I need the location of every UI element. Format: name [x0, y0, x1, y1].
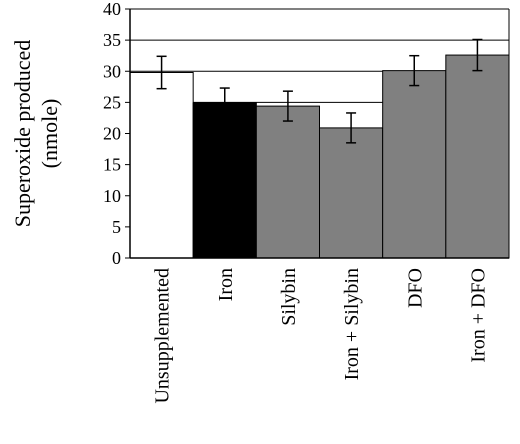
y-tick-label: 5 — [112, 217, 121, 237]
bar — [255, 105, 321, 259]
y-axis-title-line: Superoxide produced — [10, 40, 35, 228]
y-tick-label: 10 — [103, 186, 121, 206]
y-tick-label: 30 — [103, 61, 121, 81]
y-tick-label: 15 — [103, 155, 121, 175]
bar — [129, 71, 194, 259]
bar — [382, 70, 447, 259]
y-tick-label: 25 — [103, 92, 121, 112]
y-tick-label: 0 — [112, 248, 121, 268]
y-axis-title-line: (nmole) — [37, 99, 62, 169]
x-tick-label: Iron + DFO — [467, 268, 489, 363]
bar — [192, 102, 257, 259]
x-tick-label: DFO — [404, 268, 426, 308]
y-tick-labels: 0 5 10 15 20 25 30 35 40 — [103, 0, 121, 268]
x-tick-label: Unsupplemented — [152, 268, 174, 404]
x-tick-label: Iron + Silybin — [341, 268, 363, 380]
y-axis-title: Superoxide produced (nmole) — [10, 40, 62, 228]
x-tick-labels: Unsupplemented Iron Silybin Iron + Silybin D… — [152, 268, 490, 404]
error-bars — [156, 38, 483, 144]
x-tick-label: Iron — [215, 268, 237, 301]
bar — [319, 127, 384, 259]
x-tick-label: Silybin — [278, 268, 300, 326]
y-tick-label: 40 — [103, 0, 121, 19]
bar — [445, 54, 510, 259]
bars — [129, 54, 510, 259]
y-tick-label: 35 — [103, 30, 121, 50]
y-tick-label: 20 — [103, 124, 121, 144]
axes — [125, 8, 510, 259]
